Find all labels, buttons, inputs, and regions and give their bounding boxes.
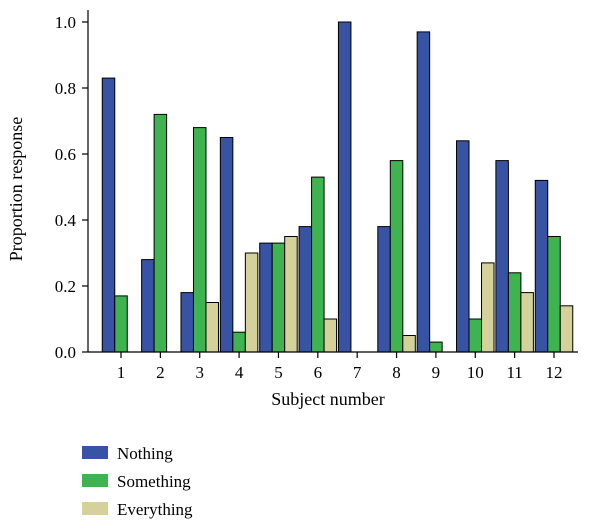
bar-nothing-subject-8: [377, 226, 391, 353]
x-tick-label: 6: [314, 363, 323, 382]
bar-nothing-subject-3: [180, 292, 194, 353]
legend-swatch-something: [82, 474, 108, 487]
x-tick-label: 3: [195, 363, 204, 382]
x-tick-label: 9: [432, 363, 441, 382]
x-tick-label: 12: [546, 363, 563, 382]
bar-something-subject-5: [271, 242, 286, 353]
x-tick-label: 5: [274, 363, 283, 382]
bar-something-subject-4: [232, 331, 246, 353]
y-axis-title: Proportion response: [6, 117, 26, 261]
x-axis-title: Subject number: [271, 389, 384, 409]
legend-label-nothing: Nothing: [117, 444, 173, 463]
bar-something-subject-12: [547, 236, 561, 353]
legend-swatch-everything: [82, 502, 108, 515]
bar-everything-subject-10: [481, 262, 495, 353]
legend-swatch-nothing: [82, 446, 108, 459]
bar-nothing-subject-9: [416, 31, 431, 353]
x-tick-label: 1: [117, 363, 126, 382]
x-tick-label: 11: [506, 363, 522, 382]
bar-nothing-subject-11: [495, 160, 509, 353]
bar-nothing-subject-5: [259, 242, 273, 353]
bar-everything-subject-6: [323, 318, 338, 353]
x-tick-label: 4: [235, 363, 244, 382]
bar-something-subject-6: [311, 176, 325, 353]
y-tick-label: 0.6: [55, 145, 76, 164]
bar-something-subject-9: [429, 341, 443, 353]
x-tick-label: 7: [353, 363, 362, 382]
y-tick-label: 0.2: [55, 277, 76, 296]
y-tick-label: 0.0: [55, 343, 76, 362]
bar-something-subject-2: [153, 113, 168, 353]
bar-nothing-subject-2: [141, 259, 155, 353]
bar-everything-subject-11: [520, 292, 534, 353]
bar-nothing-subject-4: [219, 137, 234, 353]
y-tick-label: 0.8: [55, 79, 76, 98]
bar-something-subject-8: [389, 160, 404, 353]
x-tick-label: 8: [392, 363, 401, 382]
bar-something-subject-3: [192, 127, 207, 353]
bar-something-subject-11: [507, 272, 522, 353]
axes-layer: 0.00.20.40.60.81.01 2 3 4 5 6 7 8 9 10 11 12: [55, 10, 578, 382]
bar-nothing-subject-1: [101, 77, 116, 353]
bar-everything-subject-12: [559, 305, 574, 353]
legend-label-everything: Everything: [117, 500, 193, 519]
bar-nothing-subject-12: [534, 179, 549, 353]
bar-everything-subject-4: [244, 252, 259, 353]
x-tick-label: 2: [156, 363, 165, 382]
bar-nothing-subject-7: [337, 21, 352, 353]
y-tick-label: 0.4: [55, 211, 77, 230]
legend: Nothing Something Everything: [82, 444, 193, 519]
bar-nothing-subject-6: [298, 226, 313, 353]
bar-something-subject-10: [468, 318, 483, 353]
bars-layer: [101, 21, 574, 353]
bar-everything-subject-5: [284, 236, 298, 353]
bar-everything-subject-8: [402, 335, 416, 353]
bar-everything-subject-3: [205, 302, 219, 353]
y-tick-label: 1.0: [55, 13, 76, 32]
bar-something-subject-1: [114, 295, 128, 353]
legend-label-something: Something: [117, 472, 191, 491]
bar-nothing-subject-10: [456, 140, 470, 353]
x-tick-label: 10: [467, 363, 484, 382]
